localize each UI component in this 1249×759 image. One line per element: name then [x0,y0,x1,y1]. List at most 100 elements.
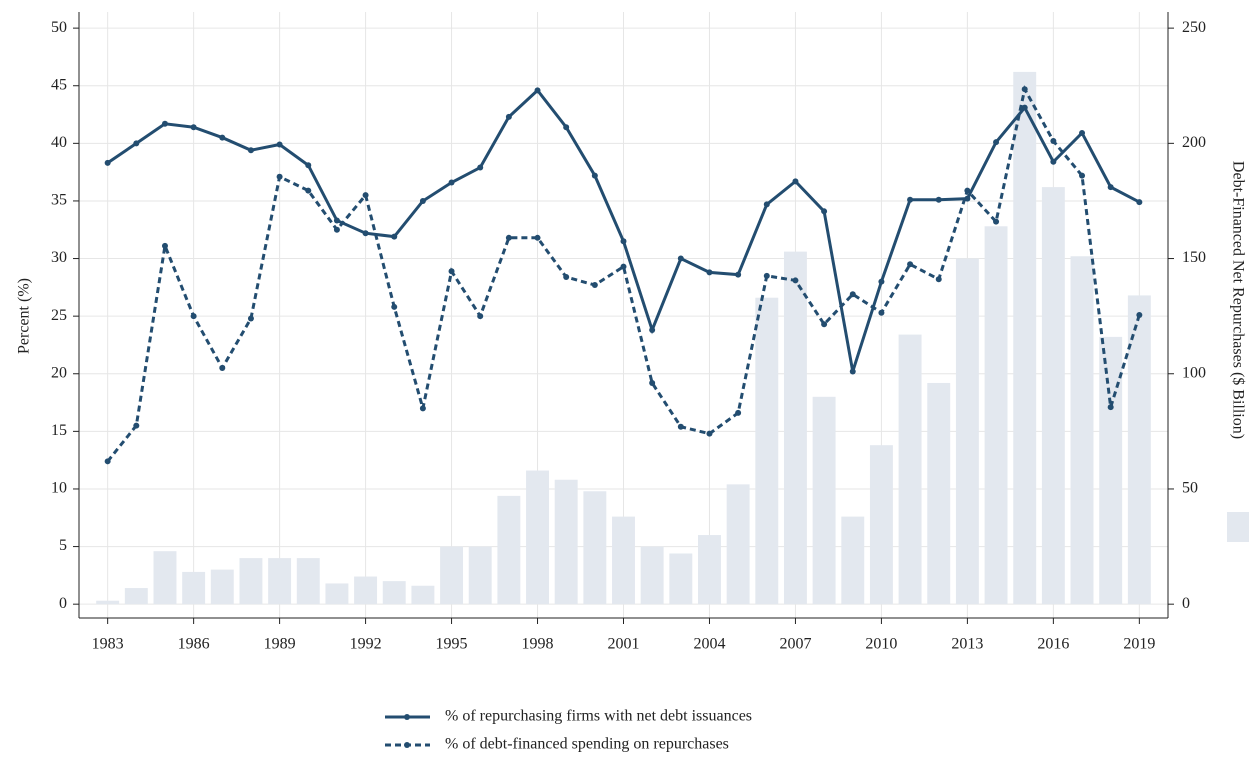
bar [755,297,779,605]
marker [878,309,885,316]
marker [1079,129,1086,136]
marker [792,178,799,185]
bar [268,558,292,605]
marker [591,172,598,179]
marker [821,208,828,215]
bar [726,484,750,605]
bar [898,334,922,605]
y-tick-label: 40 [51,134,67,151]
marker [391,303,398,310]
marker [133,422,140,429]
marker [649,326,656,333]
bar [669,553,693,605]
x-tick-label: 1998 [522,636,554,653]
bar [1041,187,1065,605]
marker [1050,138,1057,145]
y-tick-label: 45 [51,76,67,93]
bar [554,479,578,605]
x-tick-label: 1983 [92,636,124,653]
bar [583,491,607,605]
marker [219,134,226,141]
marker [935,196,942,203]
marker [219,364,226,371]
marker [563,273,570,280]
bar [411,585,435,605]
y-tick-label: 35 [51,192,67,209]
bar [698,535,721,605]
marker [448,268,455,275]
bar [497,495,521,605]
marker [276,173,283,180]
marker [1136,312,1143,318]
marker [1079,172,1086,179]
bar [354,576,378,605]
bar [325,583,349,605]
legend-swatch [1227,512,1249,542]
marker [706,430,713,437]
marker [391,233,398,240]
marker [849,291,856,298]
bar [984,226,1008,605]
x-tick-label: 1992 [350,636,382,653]
bar [382,581,406,605]
marker [763,272,770,279]
bar [1013,71,1037,605]
bar [612,516,635,605]
marker [907,261,914,268]
y-tick-label: 5 [59,537,67,554]
marker [247,315,254,322]
marker [133,140,140,147]
y-tick-label: 30 [51,249,67,266]
marker [735,271,742,278]
bar [124,588,148,605]
marker [620,263,627,270]
marker [333,217,340,224]
legend-marker [404,742,410,748]
legend-label: % of repurchasing firms with net debt is… [445,708,752,725]
bar [841,516,865,605]
marker [1107,404,1114,411]
bar [239,558,263,605]
y-tick-label: 10 [51,480,67,497]
bar [812,396,836,605]
marker [821,321,828,328]
marker [333,226,340,233]
marker [792,277,799,284]
marker [305,162,312,169]
marker [706,269,713,276]
marker [419,197,426,204]
bar [869,445,893,605]
marker [305,187,312,194]
y2-tick-label: 50 [1182,480,1198,497]
marker [1021,104,1028,111]
marker [563,124,570,131]
y2-tick-label: 200 [1182,134,1206,151]
marker [190,124,197,131]
marker [477,313,484,320]
marker [591,282,598,289]
y-tick-label: 25 [51,307,67,324]
marker [104,159,111,166]
marker [935,276,942,283]
y2-tick-label: 100 [1182,364,1206,381]
marker [878,278,885,285]
marker [534,87,541,94]
y2-tick-label: 250 [1182,19,1206,36]
y2-tick-label: 0 [1182,595,1190,612]
y2-axis-label: Debt-Financed Net Repurchases ($ Billion… [1229,161,1246,439]
y-tick-label: 50 [51,19,67,36]
marker [362,230,369,237]
marker [849,368,856,375]
legend-marker [404,714,410,720]
y-tick-label: 20 [51,364,67,381]
marker [505,234,512,241]
marker [649,379,656,386]
bar [955,258,979,605]
marker [964,195,971,202]
bar [468,546,492,605]
marker [1021,86,1028,93]
bar [182,571,206,605]
marker [448,179,455,186]
y-tick-label: 15 [51,422,67,439]
y-tick-label: 0 [59,595,67,612]
